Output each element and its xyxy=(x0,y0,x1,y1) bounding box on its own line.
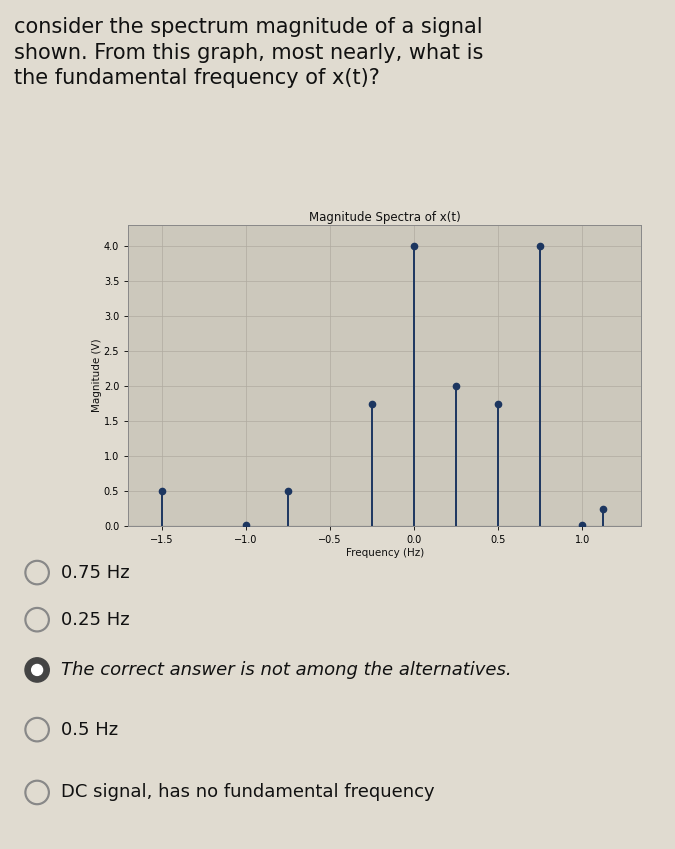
Title: Magnitude Spectra of x(t): Magnitude Spectra of x(t) xyxy=(309,211,460,224)
Text: consider the spectrum magnitude of a signal
shown. From this graph, most nearly,: consider the spectrum magnitude of a sig… xyxy=(14,17,483,88)
Ellipse shape xyxy=(25,658,49,682)
Text: 0.25 Hz: 0.25 Hz xyxy=(61,610,130,629)
Text: 0.75 Hz: 0.75 Hz xyxy=(61,564,130,582)
Ellipse shape xyxy=(27,720,47,739)
Ellipse shape xyxy=(25,717,49,742)
Ellipse shape xyxy=(25,608,49,632)
Text: 0.5 Hz: 0.5 Hz xyxy=(61,721,118,739)
X-axis label: Frequency (Hz): Frequency (Hz) xyxy=(346,548,424,558)
Ellipse shape xyxy=(32,665,43,676)
Ellipse shape xyxy=(25,780,49,805)
Ellipse shape xyxy=(27,783,47,802)
Y-axis label: Magnitude (V): Magnitude (V) xyxy=(92,339,103,413)
Text: The correct answer is not among the alternatives.: The correct answer is not among the alte… xyxy=(61,661,512,679)
Ellipse shape xyxy=(27,563,47,582)
Ellipse shape xyxy=(25,560,49,585)
Text: DC signal, has no fundamental frequency: DC signal, has no fundamental frequency xyxy=(61,784,435,801)
Ellipse shape xyxy=(27,610,47,630)
